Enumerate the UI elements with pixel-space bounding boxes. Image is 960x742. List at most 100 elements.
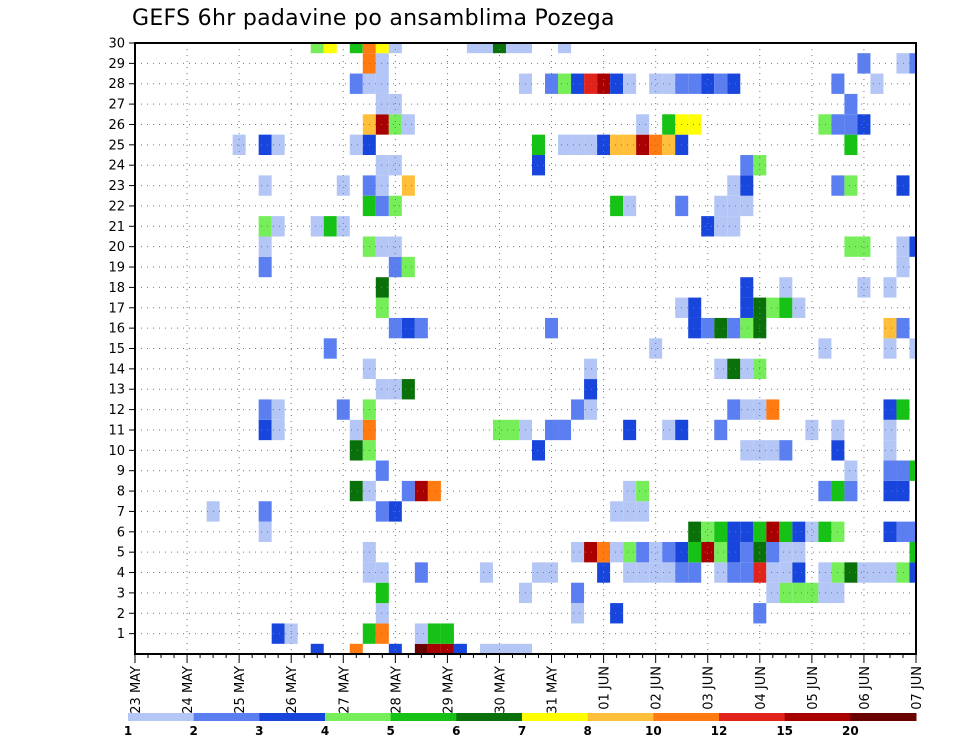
heatmap-cell [375,114,389,135]
heatmap-cell [349,134,363,156]
heatmap-cell [688,541,702,563]
heatmap-cell [844,114,858,135]
legend-label: 10 [645,724,662,738]
x-tick-label: 04 JUN [754,666,769,710]
heatmap-cell [518,43,533,54]
heatmap-cell [323,216,337,237]
heatmap-cell [792,297,806,318]
x-tick-label: 24 MAY [181,666,196,714]
heatmap-cell [349,440,363,461]
heatmap-cell [766,521,780,542]
legend-swatch [325,713,392,721]
heatmap-cell [414,317,428,339]
heatmap-cell [271,216,285,237]
x-tick-label: 03 JUN [702,666,717,710]
heatmap-cell [662,73,676,94]
y-tick-label: 27 [108,98,125,113]
heatmap-cell [896,460,910,481]
y-tick-label: 8 [117,485,125,500]
heatmap-cell [610,603,624,624]
heatmap-cell [883,521,897,542]
heatmap-cell [857,53,871,74]
heatmap-cell [414,643,428,654]
y-tick-label: 5 [117,546,125,561]
heatmap-cell [623,541,637,563]
heatmap-cell [558,73,572,94]
heatmap-cell [584,134,598,156]
heatmap-cell [818,114,832,135]
heatmap-cell [545,562,559,583]
heatmap-cell [258,501,272,522]
heatmap-cell [818,338,832,359]
legend-swatch [522,713,589,721]
heatmap-cell [779,440,793,461]
heatmap-cell [323,338,337,359]
heatmap-cell [662,134,676,156]
heatmap-cell [401,480,415,502]
heatmap-cell [258,399,272,420]
heatmap-cell [427,643,441,654]
grid-layer [135,43,916,654]
heatmap-cell [545,419,559,441]
y-tick-label: 16 [108,322,125,337]
heatmap-cell [844,175,858,196]
heatmap-cell [232,134,246,156]
heatmap-cell [584,358,598,380]
heatmap-cell [779,297,793,318]
heatmap-cell [740,195,754,217]
heatmap-cell [453,643,467,654]
heatmap-cell [375,297,389,318]
heatmap-cell [740,541,754,563]
heatmap-cell [258,419,272,441]
y-tick-label: 23 [108,179,125,194]
legend-label: 1 [124,724,132,738]
legend-label: 8 [583,724,591,738]
heatmap-cell [727,216,741,237]
heatmap-cell [388,379,402,400]
heatmap-cell [883,399,897,420]
heatmap-cell [896,256,910,278]
y-tick-label: 9 [117,464,125,479]
y-tick-label: 4 [117,566,125,581]
heatmap-cell [479,643,493,654]
heatmap-cell [375,277,389,298]
heatmap-cell [610,73,624,94]
heatmap-cell [375,623,389,644]
heatmap-cell [388,643,402,654]
heatmap-cell [623,195,637,217]
heatmap-cell [740,440,754,461]
y-tick-label: 3 [117,586,125,601]
heatmap-cell [492,419,506,441]
heatmap-cell [857,114,871,135]
heatmap-cell [349,419,363,441]
heatmap-cell [883,562,897,583]
heatmap-cell [584,73,598,94]
heatmap-cell [649,134,663,156]
heatmap-cell [896,317,910,339]
heatmap-cell [388,236,402,257]
heatmap-cell [727,562,741,583]
heatmap-cell [714,73,728,94]
heatmap-cell [857,562,871,583]
x-tick-label: 25 MAY [233,666,248,714]
heatmap-cell [727,73,741,94]
x-tick-label: 05 JUN [806,666,821,710]
heatmap-cell [883,277,897,298]
heatmap-cell [427,480,441,502]
heatmap-cell [740,399,754,420]
heatmap-cell [727,175,741,196]
legend-swatch [456,713,523,721]
y-tick-label: 1 [117,627,125,642]
heatmap-cell [701,73,715,94]
heatmap-cell [271,623,285,644]
heatmap-cell [258,236,272,257]
heatmap-cell [701,541,715,563]
legend-label: 4 [321,724,329,738]
y-tick-label: 20 [108,240,125,255]
y-tick-label: 15 [108,342,125,357]
heatmap-cell [375,379,389,400]
heatmap-cell [375,73,389,94]
heatmap-cell [375,43,389,54]
x-tick-label: 23 MAY [129,666,144,714]
